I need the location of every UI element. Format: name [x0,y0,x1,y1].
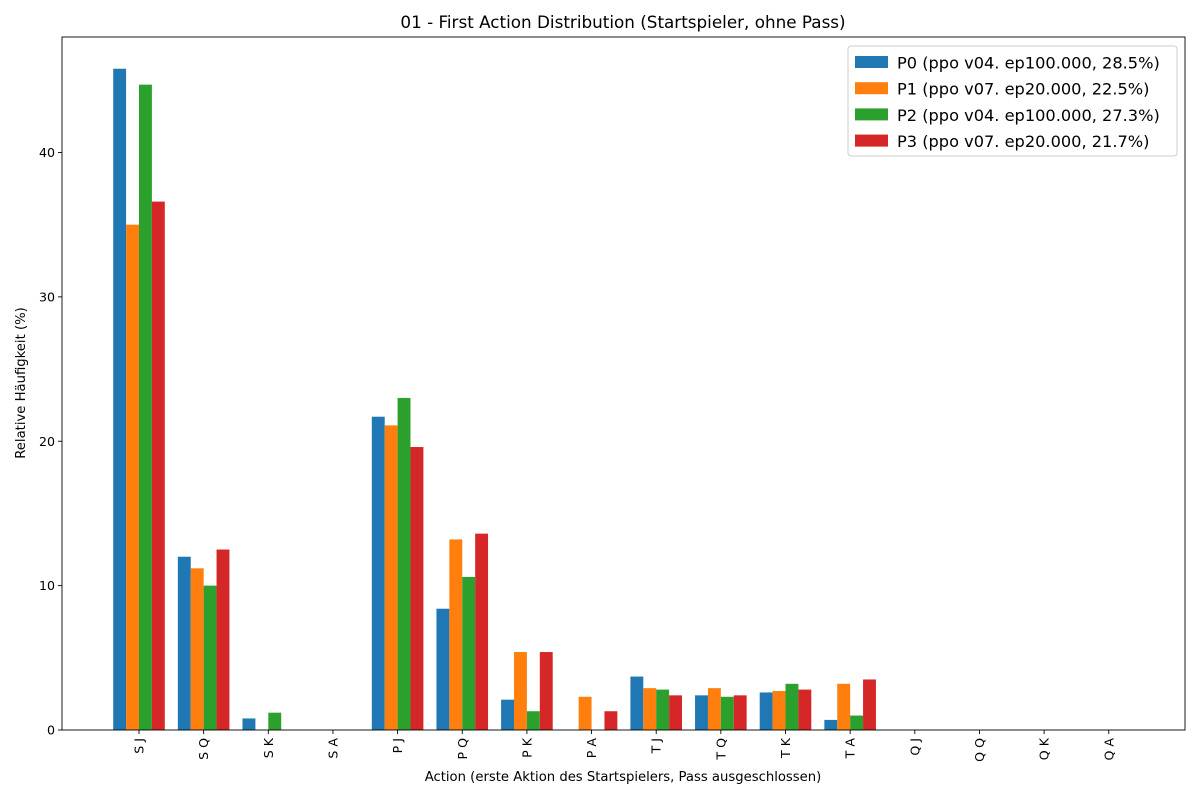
bar-pk-series-3 [526,711,540,730]
bar-sq-series-2 [190,568,204,730]
legend-swatch-2 [855,82,888,95]
legend: P0 (ppo v04. ep100.000, 28.5%) P1 (ppo v0… [847,45,1178,157]
series-3 [139,84,864,731]
chart-title: 01 - First Action Distribution (Startspi… [400,12,845,32]
x-tick-label: Q A [1101,738,1116,761]
bar-sq-series-3 [203,585,217,731]
bar-tk-series-3 [785,683,799,730]
legend-swatch-3 [855,108,888,121]
x-tick-label: T K [778,737,793,759]
bar-sk-series-3 [268,712,282,730]
y-tick-label: 30 [39,289,55,304]
x-tick-label: S Q [196,738,211,760]
series-4 [151,201,876,731]
y-tick-label: 20 [39,434,55,449]
bar-tk-series-2 [772,691,786,730]
bar-tj-series-4 [669,695,682,730]
bar-tk-series-4 [798,689,812,730]
x-tick-label: P A [584,738,599,759]
x-tick-label: P J [390,738,405,753]
x-tick-label: P K [519,737,534,758]
legend-label-1: P0 (ppo v04. ep100.000, 28.5%) [897,54,1160,73]
plot-frame [61,36,1186,731]
bar-pa-series-4 [604,711,618,730]
bars-layer [113,68,876,731]
bar-tj-series-1 [630,676,644,730]
bar-tj-series-3 [656,689,670,730]
bar-sq-series-4 [216,549,230,730]
bar-pj-series-4 [410,447,424,730]
x-tick-label: T Q [713,738,728,761]
bar-pk-series-2 [514,652,527,730]
bar-pk-series-1 [501,699,514,730]
bar-ta-series-4 [863,679,876,730]
series-2 [126,224,851,730]
x-tick-label: S K [261,737,276,758]
y-tick-label: 0 [47,723,55,738]
legend-swatch-1 [855,56,888,68]
bar-tq-series-2 [707,688,721,730]
bar-sj-series-1 [113,68,127,730]
bar-tq-series-1 [695,695,708,730]
bar-pq-series-2 [449,539,463,730]
bar-ta-series-1 [824,719,838,730]
y-axis-label: Relative Häufigkeit (%) [14,307,29,459]
bar-pq-series-1 [436,608,450,730]
bar-pa-series-2 [578,696,592,730]
series-1 [113,68,838,730]
bar-sj-series-4 [151,201,165,731]
bar-pj-series-1 [371,416,385,730]
bar-pq-series-3 [462,576,476,730]
legend-label-2: P1 (ppo v07. ep20.000, 22.5%) [897,80,1150,99]
bar-tq-series-3 [720,696,734,730]
bar-tk-series-1 [759,692,773,730]
bar-pq-series-4 [475,533,489,730]
bar-tq-series-4 [733,695,747,730]
bar-tj-series-2 [643,688,657,730]
bar-ta-series-2 [837,683,851,730]
bar-sq-series-1 [177,556,191,730]
x-tick-label: T A [843,738,858,760]
y-tick-label: 40 [39,145,55,160]
axes-layer: 0 10 20 30 40 S J S Q S K S A P J P Q P K P A T J T Q T… [39,36,1186,762]
legend-label-3: P2 (ppo v04. ep100.000, 27.3%) [897,106,1160,125]
bar-sk-series-1 [242,718,256,730]
x-tick-label: T J [649,738,664,754]
x-tick-label: S A [325,738,340,759]
x-tick-label: S J [132,738,147,754]
legend-frame [847,45,1178,157]
y-tick-label: 10 [39,578,55,593]
bar-ta-series-3 [850,715,864,730]
bar-sj-series-2 [126,224,139,730]
bar-pj-series-2 [384,425,398,730]
x-tick-label: Q K [1037,737,1052,760]
legend-label-4: P3 (ppo v07. ep20.000, 21.7%) [897,132,1150,151]
x-tick-label: Q Q [972,738,987,762]
x-tick-label: Q J [907,738,922,756]
bar-pk-series-4 [539,652,553,730]
legend-swatch-4 [855,134,888,147]
x-tick-label: P Q [455,738,470,760]
bar-sj-series-3 [139,84,152,730]
bar-pj-series-3 [397,397,411,730]
x-axis-label: Action (erste Aktion des Startspielers, … [425,770,822,785]
